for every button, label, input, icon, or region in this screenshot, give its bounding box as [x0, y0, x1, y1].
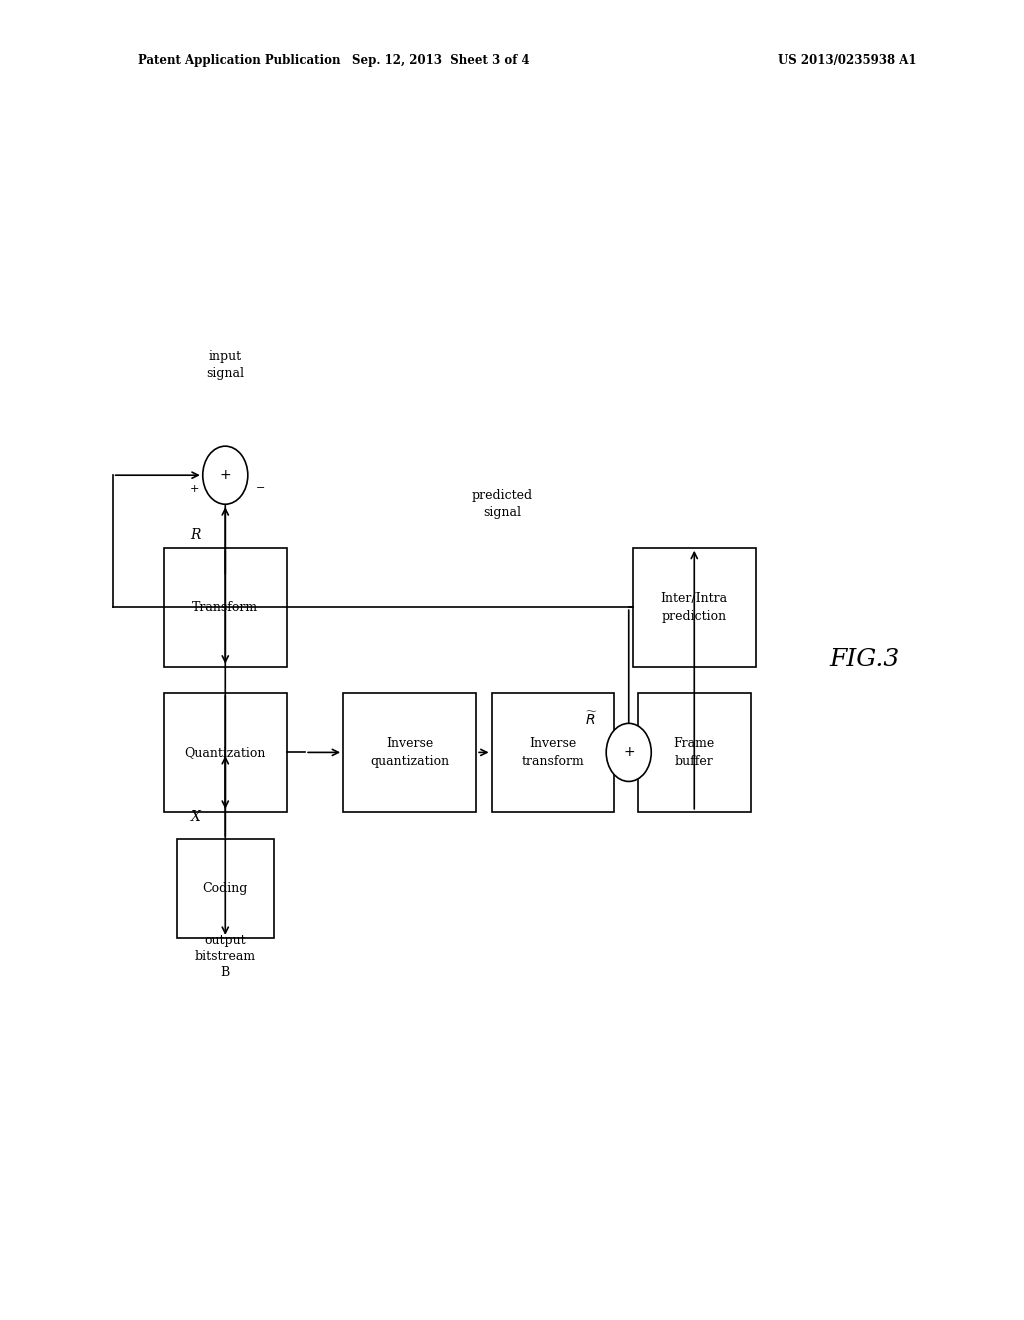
Text: R: R: [190, 528, 201, 541]
Text: Sep. 12, 2013  Sheet 3 of 4: Sep. 12, 2013 Sheet 3 of 4: [351, 54, 529, 67]
Text: FIG.3: FIG.3: [829, 648, 900, 672]
Text: $+$: $+$: [219, 469, 231, 482]
Bar: [343, 693, 476, 812]
Bar: [164, 693, 287, 812]
Text: Inverse
transform: Inverse transform: [521, 737, 585, 768]
Text: +: +: [189, 483, 200, 494]
Text: predicted
signal: predicted signal: [471, 490, 532, 519]
Bar: [492, 693, 614, 812]
Text: Patent Application Publication: Patent Application Publication: [138, 54, 341, 67]
Text: X: X: [190, 810, 201, 824]
Text: US 2013/0235938 A1: US 2013/0235938 A1: [778, 54, 916, 67]
Text: Quantization: Quantization: [184, 746, 266, 759]
Text: output
bitstream
B: output bitstream B: [195, 935, 256, 979]
Text: Coding: Coding: [203, 882, 248, 895]
Circle shape: [606, 723, 651, 781]
Text: Transform: Transform: [193, 601, 258, 614]
Text: −: −: [256, 483, 265, 494]
Text: $+$: $+$: [623, 746, 635, 759]
Text: Frame
buffer: Frame buffer: [674, 737, 715, 768]
Text: Inverse
quantization: Inverse quantization: [370, 737, 450, 768]
Text: $\widetilde{R}$: $\widetilde{R}$: [585, 710, 598, 729]
Bar: [633, 548, 756, 667]
Bar: [164, 548, 287, 667]
Text: input
signal: input signal: [206, 350, 245, 380]
Circle shape: [203, 446, 248, 504]
Bar: [638, 693, 751, 812]
Bar: [176, 840, 273, 937]
Text: Inter/Intra
prediction: Inter/Intra prediction: [660, 591, 728, 623]
